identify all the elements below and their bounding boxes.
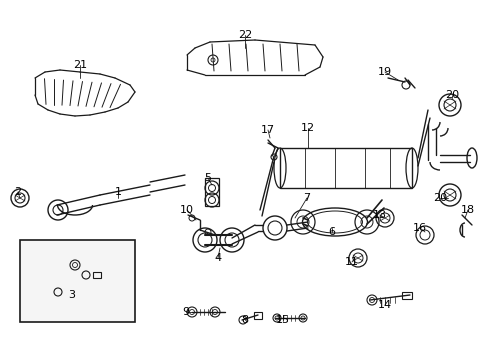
- Bar: [401, 292, 411, 299]
- Text: 7: 7: [303, 193, 310, 203]
- Text: 6: 6: [328, 227, 335, 237]
- Bar: [280, 148, 411, 188]
- Text: 1: 1: [114, 187, 121, 197]
- Text: 18: 18: [460, 205, 474, 215]
- Text: 3: 3: [68, 290, 75, 300]
- Text: 11: 11: [345, 257, 358, 267]
- Text: 21: 21: [73, 60, 87, 70]
- Bar: [253, 312, 262, 319]
- Bar: [204, 178, 219, 206]
- Text: 10: 10: [180, 205, 194, 215]
- Text: 15: 15: [275, 315, 289, 325]
- Text: 13: 13: [372, 210, 386, 220]
- Bar: [20, 240, 135, 322]
- Text: 22: 22: [237, 30, 252, 40]
- Bar: [93, 272, 101, 278]
- Text: 16: 16: [412, 223, 426, 233]
- Text: 17: 17: [261, 125, 274, 135]
- Text: 9: 9: [182, 307, 189, 317]
- Text: 5: 5: [204, 173, 211, 183]
- Text: 12: 12: [300, 123, 314, 133]
- Text: 8: 8: [241, 315, 248, 325]
- Text: 2: 2: [15, 187, 21, 197]
- Text: 14: 14: [377, 300, 391, 310]
- Text: 19: 19: [377, 67, 391, 77]
- Text: 4: 4: [214, 253, 221, 263]
- Text: 20: 20: [444, 90, 458, 100]
- Text: 20: 20: [432, 193, 446, 203]
